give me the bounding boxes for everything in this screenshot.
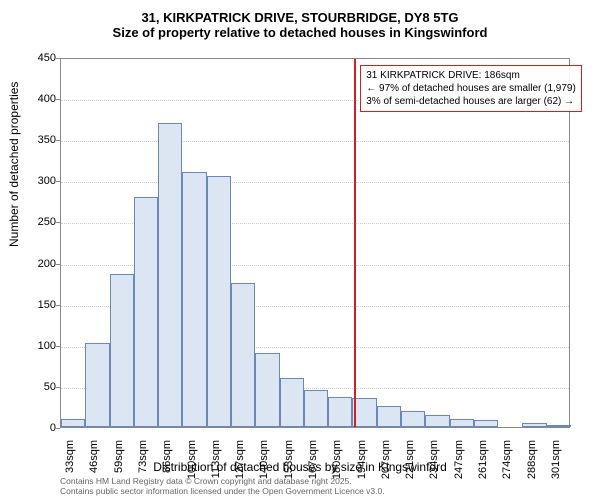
bar: [304, 390, 328, 427]
y-tick-label: 400: [38, 93, 56, 105]
bar: [255, 353, 279, 427]
chart-title: 31, KIRKPATRICK DRIVE, STOURBRIDGE, DY8 …: [0, 0, 600, 40]
bar: [134, 197, 158, 427]
histogram-bars: [61, 59, 569, 427]
annotation-box: 31 KIRKPATRICK DRIVE: 186sqm ← 97% of de…: [360, 65, 582, 112]
title-line-1: 31, KIRKPATRICK DRIVE, STOURBRIDGE, DY8 …: [0, 10, 600, 25]
y-axis-label: Number of detached properties: [7, 82, 21, 247]
annotation-line-2: ← 97% of detached houses are smaller (1,…: [366, 82, 576, 95]
bar: [474, 420, 498, 427]
bar: [231, 283, 255, 427]
footer: Contains HM Land Registry data © Crown c…: [60, 476, 385, 496]
bar: [182, 172, 206, 427]
annotation-line-3: 3% of semi-detached houses are larger (6…: [366, 95, 576, 108]
x-axis-label: Distribution of detached houses by size …: [0, 460, 600, 474]
title-line-2: Size of property relative to detached ho…: [0, 25, 600, 40]
bar: [110, 274, 134, 427]
bar: [85, 343, 109, 427]
bar: [280, 378, 304, 427]
annotation-line-1: 31 KIRKPATRICK DRIVE: 186sqm: [366, 69, 576, 82]
bar: [547, 425, 571, 427]
bar: [377, 406, 401, 427]
bar: [328, 397, 352, 427]
y-tick-label: 50: [44, 381, 56, 393]
y-tick-label: 300: [38, 175, 56, 187]
y-tick-label: 450: [38, 52, 56, 64]
bar: [61, 419, 85, 427]
marker-line: [354, 59, 356, 427]
bar: [401, 411, 425, 427]
bar: [425, 415, 449, 427]
y-tick-label: 250: [38, 216, 56, 228]
y-tick-label: 150: [38, 299, 56, 311]
y-tick-label: 100: [38, 340, 56, 352]
plot-area: 31 KIRKPATRICK DRIVE: 186sqm ← 97% of de…: [60, 58, 570, 428]
histogram-chart: 31, KIRKPATRICK DRIVE, STOURBRIDGE, DY8 …: [0, 0, 600, 500]
y-tick-label: 200: [38, 258, 56, 270]
bar: [207, 176, 231, 427]
y-tick-label: 350: [38, 134, 56, 146]
footer-line-2: Contains public sector information licen…: [60, 486, 385, 496]
bar: [522, 423, 546, 427]
bar: [158, 123, 182, 427]
footer-line-1: Contains HM Land Registry data © Crown c…: [60, 476, 385, 486]
bar: [450, 419, 474, 427]
